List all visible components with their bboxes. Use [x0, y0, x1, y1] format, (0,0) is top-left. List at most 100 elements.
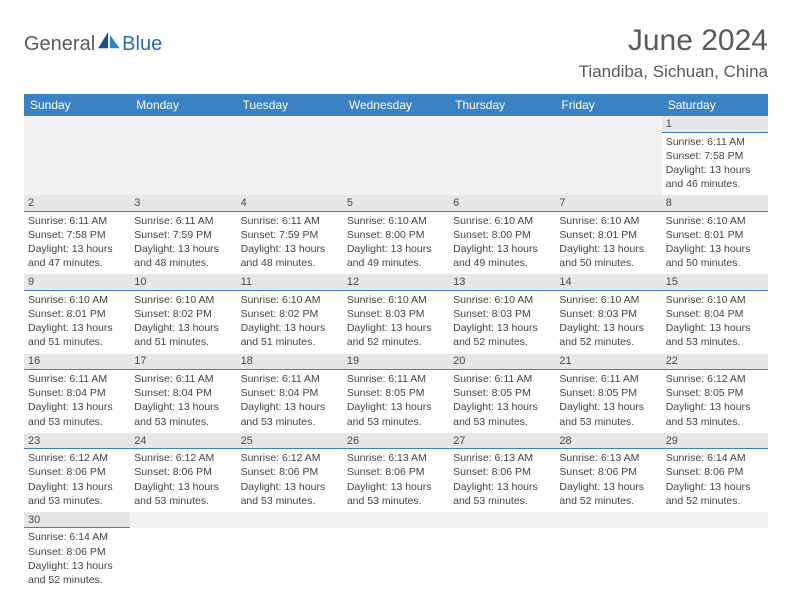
day-content-cell — [237, 528, 343, 591]
day-content-cell: Sunrise: 6:10 AMSunset: 8:03 PMDaylight:… — [449, 290, 555, 353]
daylight-line: Daylight: 13 hours and 53 minutes. — [241, 480, 339, 508]
sunset-line: Sunset: 8:06 PM — [241, 465, 339, 479]
day-content-cell: Sunrise: 6:12 AMSunset: 8:06 PMDaylight:… — [237, 449, 343, 512]
daylight-line: Daylight: 13 hours and 53 minutes. — [453, 480, 551, 508]
month-title: June 2024 — [579, 24, 768, 58]
day-content-cell — [555, 132, 661, 195]
weekday-header-row: Sunday Monday Tuesday Wednesday Thursday… — [24, 94, 768, 116]
day-content-cell: Sunrise: 6:13 AMSunset: 8:06 PMDaylight:… — [343, 449, 449, 512]
daylight-line: Daylight: 13 hours and 48 minutes. — [241, 242, 339, 270]
day-content-cell: Sunrise: 6:10 AMSunset: 8:00 PMDaylight:… — [343, 211, 449, 274]
sunrise-line: Sunrise: 6:11 AM — [347, 372, 445, 386]
day-number-cell: 16 — [24, 354, 130, 370]
sunset-line: Sunset: 8:03 PM — [453, 307, 551, 321]
location: Tiandiba, Sichuan, China — [579, 62, 768, 82]
sunset-line: Sunset: 8:06 PM — [559, 465, 657, 479]
daylight-line: Daylight: 13 hours and 50 minutes. — [559, 242, 657, 270]
daylight-line: Daylight: 13 hours and 53 minutes. — [241, 400, 339, 428]
sunrise-line: Sunrise: 6:11 AM — [559, 372, 657, 386]
content-row: Sunrise: 6:11 AMSunset: 7:58 PMDaylight:… — [24, 211, 768, 274]
day-number-cell — [555, 512, 661, 528]
sunset-line: Sunset: 8:06 PM — [453, 465, 551, 479]
sunrise-line: Sunrise: 6:10 AM — [134, 293, 232, 307]
daylight-line: Daylight: 13 hours and 53 minutes. — [134, 400, 232, 428]
day-number-cell: 13 — [449, 274, 555, 290]
day-number-cell — [662, 512, 768, 528]
daylight-line: Daylight: 13 hours and 53 minutes. — [347, 480, 445, 508]
day-number-cell: 24 — [130, 433, 236, 449]
day-content-cell: Sunrise: 6:12 AMSunset: 8:06 PMDaylight:… — [130, 449, 236, 512]
daylight-line: Daylight: 13 hours and 52 minutes. — [666, 480, 764, 508]
day-content-cell: Sunrise: 6:13 AMSunset: 8:06 PMDaylight:… — [449, 449, 555, 512]
sunset-line: Sunset: 8:06 PM — [666, 465, 764, 479]
sunset-line: Sunset: 8:04 PM — [28, 386, 126, 400]
day-content-cell: Sunrise: 6:10 AMSunset: 8:04 PMDaylight:… — [662, 290, 768, 353]
day-content-cell — [662, 528, 768, 591]
daylight-line: Daylight: 13 hours and 52 minutes. — [559, 480, 657, 508]
sunrise-line: Sunrise: 6:11 AM — [241, 372, 339, 386]
daylight-line: Daylight: 13 hours and 52 minutes. — [559, 321, 657, 349]
sunrise-line: Sunrise: 6:12 AM — [666, 372, 764, 386]
weekday-header: Wednesday — [343, 94, 449, 116]
day-number-cell: 5 — [343, 195, 449, 211]
day-number-cell — [24, 116, 130, 132]
day-content-cell: Sunrise: 6:10 AMSunset: 8:01 PMDaylight:… — [662, 211, 768, 274]
day-content-cell: Sunrise: 6:10 AMSunset: 8:00 PMDaylight:… — [449, 211, 555, 274]
daylight-line: Daylight: 13 hours and 49 minutes. — [347, 242, 445, 270]
sunset-line: Sunset: 8:04 PM — [241, 386, 339, 400]
daylight-line: Daylight: 13 hours and 53 minutes. — [347, 400, 445, 428]
sunrise-line: Sunrise: 6:13 AM — [453, 451, 551, 465]
sunset-line: Sunset: 8:03 PM — [559, 307, 657, 321]
day-number-cell: 15 — [662, 274, 768, 290]
sunrise-line: Sunrise: 6:12 AM — [241, 451, 339, 465]
day-content-cell: Sunrise: 6:10 AMSunset: 8:01 PMDaylight:… — [555, 211, 661, 274]
day-content-cell — [130, 528, 236, 591]
daynum-row: 9101112131415 — [24, 274, 768, 290]
page-header: General Blue June 2024 Tiandiba, Sichuan… — [24, 24, 768, 82]
day-content-cell: Sunrise: 6:11 AMSunset: 8:05 PMDaylight:… — [343, 370, 449, 433]
day-number-cell — [130, 116, 236, 132]
sunrise-line: Sunrise: 6:10 AM — [666, 214, 764, 228]
title-block: June 2024 Tiandiba, Sichuan, China — [579, 24, 768, 82]
day-number-cell: 25 — [237, 433, 343, 449]
daylight-line: Daylight: 13 hours and 50 minutes. — [666, 242, 764, 270]
day-number-cell: 6 — [449, 195, 555, 211]
sunset-line: Sunset: 8:06 PM — [28, 465, 126, 479]
sunset-line: Sunset: 8:05 PM — [453, 386, 551, 400]
day-number-cell — [130, 512, 236, 528]
sunset-line: Sunset: 8:03 PM — [347, 307, 445, 321]
sunrise-line: Sunrise: 6:11 AM — [241, 214, 339, 228]
sunset-line: Sunset: 8:06 PM — [134, 465, 232, 479]
day-content-cell — [24, 132, 130, 195]
weekday-header: Saturday — [662, 94, 768, 116]
content-row: Sunrise: 6:11 AMSunset: 7:58 PMDaylight:… — [24, 132, 768, 195]
daylight-line: Daylight: 13 hours and 53 minutes. — [134, 480, 232, 508]
sunrise-line: Sunrise: 6:10 AM — [453, 293, 551, 307]
day-content-cell: Sunrise: 6:12 AMSunset: 8:06 PMDaylight:… — [24, 449, 130, 512]
weekday-header: Tuesday — [237, 94, 343, 116]
daylight-line: Daylight: 13 hours and 51 minutes. — [241, 321, 339, 349]
sunset-line: Sunset: 8:00 PM — [347, 228, 445, 242]
daylight-line: Daylight: 13 hours and 53 minutes. — [453, 400, 551, 428]
sunrise-line: Sunrise: 6:10 AM — [28, 293, 126, 307]
day-number-cell: 8 — [662, 195, 768, 211]
day-number-cell — [449, 512, 555, 528]
daylight-line: Daylight: 13 hours and 46 minutes. — [666, 163, 764, 191]
daynum-row: 16171819202122 — [24, 354, 768, 370]
sunrise-line: Sunrise: 6:11 AM — [28, 214, 126, 228]
day-content-cell: Sunrise: 6:11 AMSunset: 8:04 PMDaylight:… — [24, 370, 130, 433]
sunset-line: Sunset: 8:04 PM — [666, 307, 764, 321]
day-content-cell — [449, 132, 555, 195]
day-number-cell — [555, 116, 661, 132]
sunset-line: Sunset: 8:04 PM — [134, 386, 232, 400]
daylight-line: Daylight: 13 hours and 53 minutes. — [666, 321, 764, 349]
sunrise-line: Sunrise: 6:10 AM — [666, 293, 764, 307]
day-number-cell: 23 — [24, 433, 130, 449]
day-number-cell: 11 — [237, 274, 343, 290]
day-number-cell — [343, 512, 449, 528]
sunset-line: Sunset: 7:58 PM — [666, 149, 764, 163]
day-content-cell: Sunrise: 6:10 AMSunset: 8:03 PMDaylight:… — [555, 290, 661, 353]
day-content-cell — [343, 528, 449, 591]
sunset-line: Sunset: 8:02 PM — [241, 307, 339, 321]
day-content-cell: Sunrise: 6:10 AMSunset: 8:03 PMDaylight:… — [343, 290, 449, 353]
